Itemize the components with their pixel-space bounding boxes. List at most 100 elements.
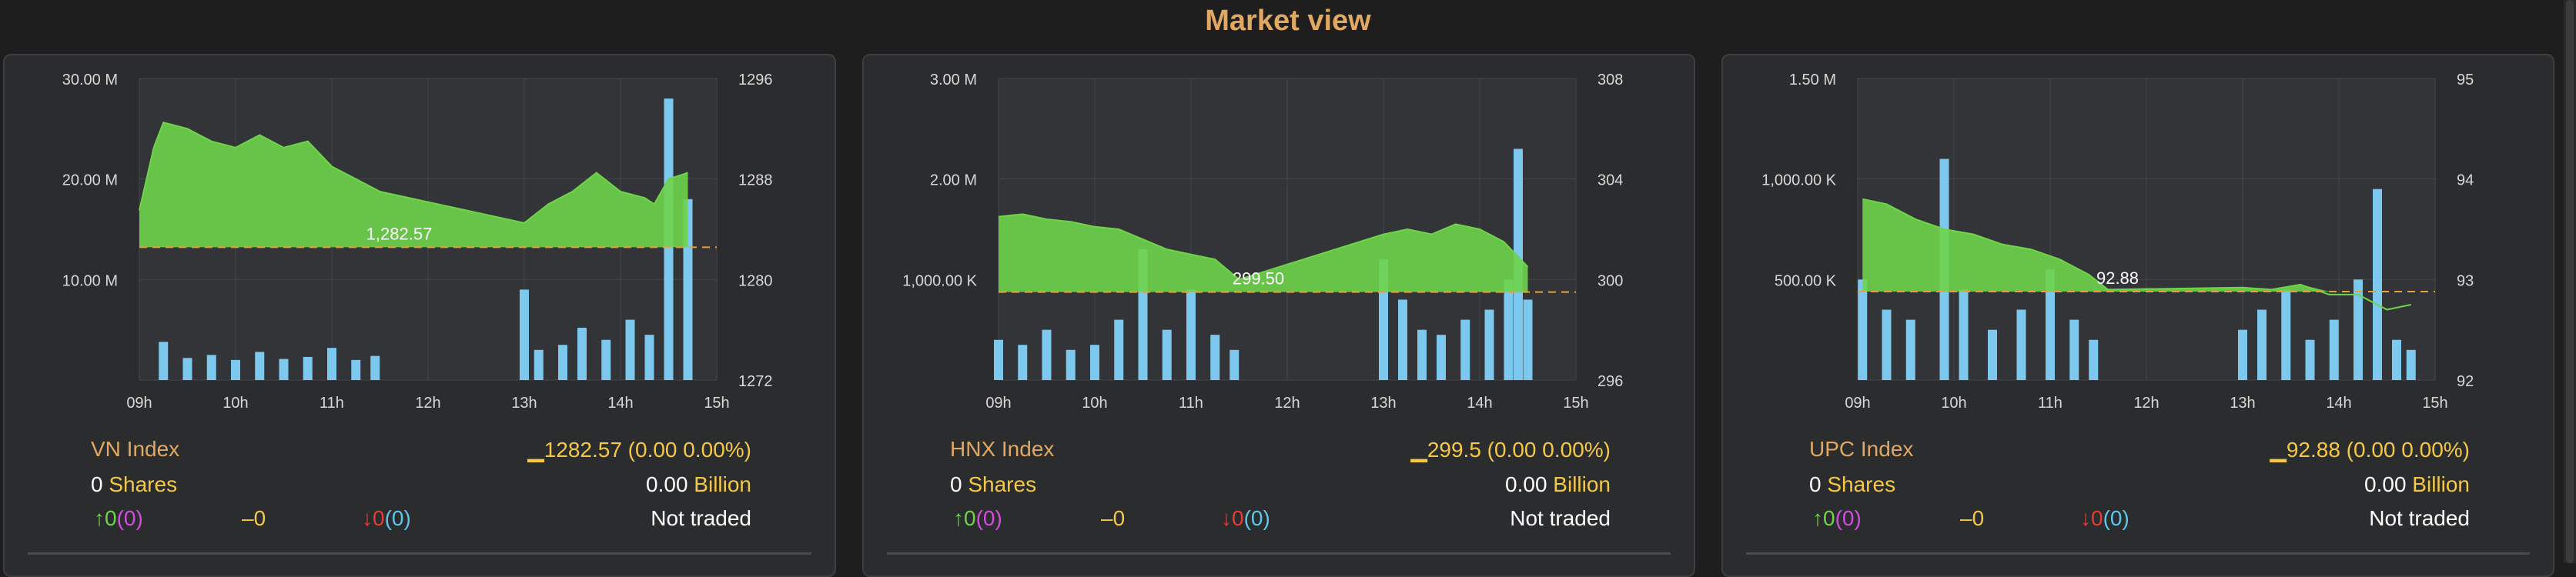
right-axis-tick: 1280	[738, 272, 773, 289]
chart-vn-index[interactable]: 30.00 M 20.00 M 10.00 M 1296 1288 1280 1272 09h…	[5, 55, 838, 440]
right-axis-tick: 1288	[738, 172, 773, 189]
x-axis-tick: 11h	[319, 395, 344, 412]
x-axis-tick: 13h	[511, 395, 537, 412]
volume-bar	[601, 339, 611, 380]
arrow-down-icon: ↓	[362, 506, 373, 530]
x-axis-tick: 13h	[2230, 395, 2255, 412]
shares-volume: 0 Shares	[950, 472, 1037, 496]
x-axis-tick: 10h	[222, 395, 248, 412]
reference-label: 1,282.57	[366, 224, 433, 243]
volume-bar	[1905, 319, 1915, 380]
price-line	[1862, 198, 2411, 311]
x-axis-tick: 14h	[1467, 395, 1492, 412]
right-axis-tick: 92	[2457, 373, 2474, 390]
x-axis-tick: 10h	[1941, 395, 1966, 412]
arrow-up-icon: ↑	[953, 506, 964, 530]
volume-bar	[2281, 289, 2291, 380]
volume-bar	[231, 359, 240, 380]
price-line	[139, 121, 688, 224]
chart-upc-index[interactable]: 1.50 M 1,000.00 K 500.00 K 95 94 93 92 09h 10h 11…	[1723, 55, 2556, 440]
volume-bar	[1229, 349, 1239, 380]
index-name[interactable]: HNX Index	[950, 437, 1055, 461]
volume-bar	[1114, 319, 1124, 380]
volume-bar	[558, 345, 567, 380]
volume-bar	[1417, 329, 1427, 380]
right-axis-tick: 94	[2457, 172, 2474, 189]
x-axis-tick: 15h	[2422, 395, 2447, 412]
advance-count: ↑0(0)	[953, 506, 1002, 530]
divider	[887, 552, 1671, 555]
x-axis-tick: 13h	[1370, 395, 1396, 412]
advance-count: ↑0(0)	[94, 506, 143, 530]
volume-bar	[2238, 329, 2247, 380]
volume-bar	[1959, 289, 1969, 380]
left-axis-tick: 500.00 K	[1775, 272, 1837, 289]
x-axis-tick: 10h	[1082, 395, 1107, 412]
index-name[interactable]: UPC Index	[1809, 437, 1914, 461]
panel-vn-index: 30.00 M 20.00 M 10.00 M 1296 1288 1280 1272 09h…	[3, 54, 836, 577]
unchanged-count: ‒0	[1101, 506, 1126, 530]
index-value: ▁1282.57 (0.00 0.00%)	[527, 438, 751, 462]
volume-bar	[2089, 339, 2099, 380]
volume-bar	[625, 319, 635, 380]
arrow-up-icon: ↑	[94, 506, 105, 530]
price-area	[1862, 198, 2411, 292]
volume-bar	[2069, 319, 2079, 380]
right-axis-tick: 308	[1597, 72, 1623, 88]
left-axis-tick: 20.00 M	[62, 172, 118, 189]
volume-bar	[2016, 309, 2026, 380]
volume-bar	[2354, 279, 2363, 380]
right-axis-tick: 1272	[738, 373, 773, 390]
chart-hnx-index[interactable]: 3.00 M 2.00 M 1,000.00 K 308 304 300 296 09h 10h…	[864, 55, 1697, 440]
volume-bar	[2373, 188, 2382, 380]
volume-bar	[327, 348, 336, 380]
x-axis-tick: 11h	[1179, 395, 1203, 412]
volume-bar	[534, 349, 544, 380]
volume-bar	[1858, 279, 1868, 380]
left-axis-tick: 10.00 M	[62, 272, 118, 289]
price-area	[139, 122, 688, 248]
panel-hnx-index: 3.00 M 2.00 M 1,000.00 K 308 304 300 296 09h 10h…	[862, 54, 1695, 577]
dash-icon: ‒	[242, 506, 254, 530]
volume-bar	[1460, 319, 1470, 380]
shares-volume: 0 Shares	[1809, 472, 1896, 496]
dash-icon: ‒	[1960, 506, 1972, 530]
x-axis-tick: 12h	[415, 395, 440, 412]
volume-bar	[370, 355, 380, 380]
volume-bar	[644, 335, 654, 380]
volume-bar	[1504, 279, 1514, 380]
dash-icon: ‒	[1101, 506, 1113, 530]
trade-value: 0.00 Billion	[646, 472, 751, 496]
trading-status: Not traded	[1510, 506, 1611, 530]
decline-count: ↓0(0)	[2080, 506, 2129, 530]
left-axis-tick: 2.00 M	[930, 172, 977, 189]
index-value: ▁92.88 (0.00 0.00%)	[2270, 438, 2470, 462]
volume-bar	[1186, 289, 1196, 380]
volume-bar	[2305, 339, 2315, 380]
trade-value: 0.00 Billion	[2364, 472, 2470, 496]
volume-bar	[1398, 299, 1407, 380]
price-line	[998, 213, 1529, 281]
volume-bar	[206, 355, 216, 380]
scrollbar-thumb[interactable]	[2566, 0, 2574, 563]
index-name[interactable]: VN Index	[91, 437, 180, 461]
x-axis-tick: 12h	[1274, 395, 1300, 412]
left-axis-tick: 3.00 M	[930, 72, 977, 88]
x-axis-tick: 11h	[2038, 395, 2062, 412]
volume-bar	[255, 352, 265, 380]
decline-count: ↓0(0)	[362, 506, 411, 530]
volume-bar	[2392, 339, 2401, 380]
right-axis-tick: 95	[2457, 72, 2474, 88]
page-scrollbar[interactable]	[2564, 0, 2576, 563]
x-axis-tick: 12h	[2133, 395, 2159, 412]
flat-mark-icon: ▁	[527, 438, 544, 462]
trading-status: Not traded	[651, 506, 751, 530]
volume-bar	[182, 358, 192, 380]
trade-value: 0.00 Billion	[1505, 472, 1611, 496]
arrow-up-icon: ↑	[1812, 506, 1823, 530]
x-axis-tick: 09h	[1845, 395, 1870, 412]
volume-bar	[2406, 349, 2416, 380]
volume-bar	[520, 289, 529, 380]
volume-bar	[2257, 309, 2267, 380]
right-axis-tick: 93	[2457, 272, 2474, 289]
